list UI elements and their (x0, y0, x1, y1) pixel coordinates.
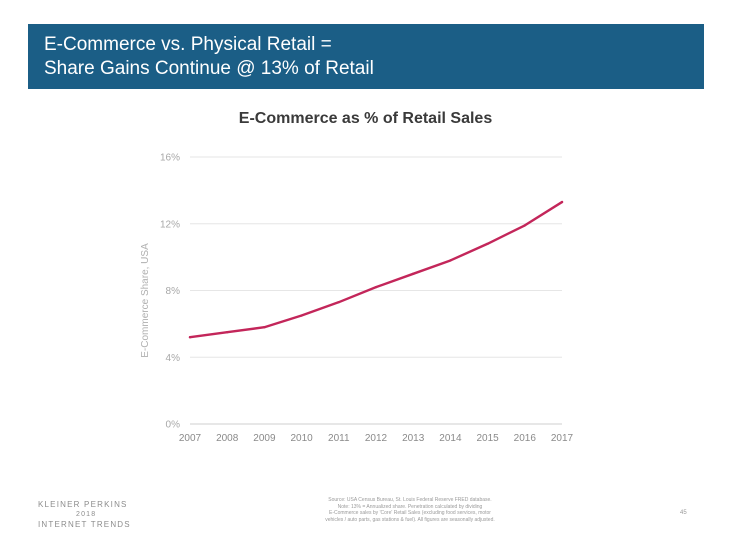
data-point (560, 200, 564, 204)
page-number: 45 (680, 510, 687, 516)
footer-brand: KLEINER PERKINS 2018 INTERNET TRENDS (38, 500, 131, 530)
x-tick-label: 2012 (365, 433, 388, 444)
slide-title-line-1: E-Commerce vs. Physical Retail = (44, 34, 332, 55)
x-tick-label: 2016 (514, 433, 537, 444)
source-line: Note: 13% = Annualized share. Penetratio… (337, 503, 483, 510)
y-tick-label: 0% (166, 420, 181, 431)
brand-name: KLEINER PERKINS (38, 500, 128, 509)
data-point (523, 224, 526, 227)
data-point (486, 242, 489, 245)
y-tick-label: 16% (160, 153, 180, 164)
x-tick-label: 2017 (551, 433, 574, 444)
data-point (337, 300, 340, 304)
slide-title-line-2: Share Gains Continue @ 13% of Retail (44, 58, 374, 79)
y-tick-label: 8% (166, 286, 181, 297)
title-bar: E-Commerce vs. Physical Retail = Share G… (28, 24, 704, 89)
data-point (449, 259, 452, 262)
data-point (374, 285, 378, 289)
x-tick-label: 2013 (402, 433, 425, 444)
data-point (263, 326, 266, 329)
y-tick-label: 12% (160, 219, 180, 230)
x-tick-label: 2010 (290, 433, 313, 444)
x-tick-label: 2015 (476, 433, 499, 444)
source-line: Source: USA Census Bureau, St. Louis Fed… (328, 497, 492, 503)
data-point (226, 331, 229, 334)
source-line: vehicles / auto parts, gas stations & fu… (325, 516, 495, 523)
brand-report: INTERNET TRENDS (38, 520, 131, 529)
y-tick-label: 4% (166, 353, 181, 364)
data-point (412, 272, 415, 276)
source-line: E-Commerce sales by 'Core' Retail Sales … (329, 510, 491, 516)
y-axis-label: E-Commerce Share, USA (140, 243, 151, 358)
data-point (188, 336, 192, 339)
chart-title: E-Commerce as % of Retail Sales (238, 110, 493, 127)
x-tick-label: 2011 (328, 433, 350, 444)
data-point (300, 314, 303, 317)
series-line (188, 200, 564, 339)
x-tick-label: 2007 (179, 433, 202, 444)
brand-year: 2018 (76, 511, 97, 518)
x-tick-label: 2009 (253, 433, 276, 444)
x-tick-label: 2008 (216, 433, 239, 444)
x-tick-label: 2014 (439, 433, 462, 444)
source-note: Source: USA Census Bureau, St. Louis Fed… (285, 497, 535, 523)
